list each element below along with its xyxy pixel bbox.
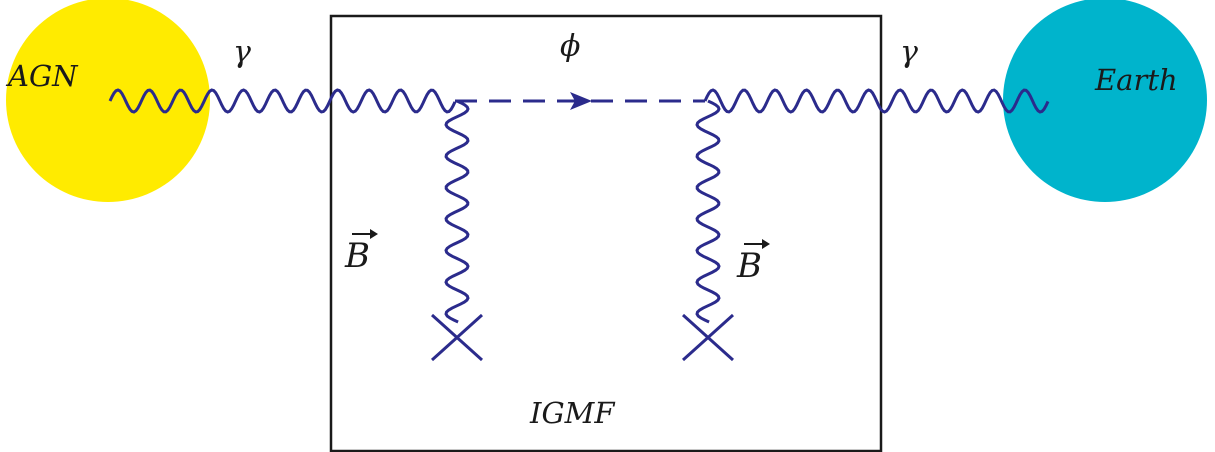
photon-label-incoming: γ [233,35,251,70]
photon-line-incoming [108,88,457,114]
igmf-label: IGMF [529,396,615,430]
igmf-box [329,14,883,452]
earth-circle [1003,0,1207,202]
agn-label: AGN [5,59,79,93]
field-line-left [444,99,470,324]
cross-icon [430,313,484,362]
alp-label: ϕ [560,29,580,64]
photon-line-outgoing [703,88,1050,114]
earth-label: Earth [1094,63,1178,97]
arrow-right-icon [570,92,592,110]
svg-text:B: B [736,246,762,286]
agn-circle [6,0,210,202]
svg-text:B: B [344,236,370,276]
photon-label-outgoing: γ [900,35,918,70]
cross-icon [681,313,735,362]
field-label-right: B [736,239,770,286]
field-line-right [695,99,721,324]
field-label-left: B [344,229,378,276]
